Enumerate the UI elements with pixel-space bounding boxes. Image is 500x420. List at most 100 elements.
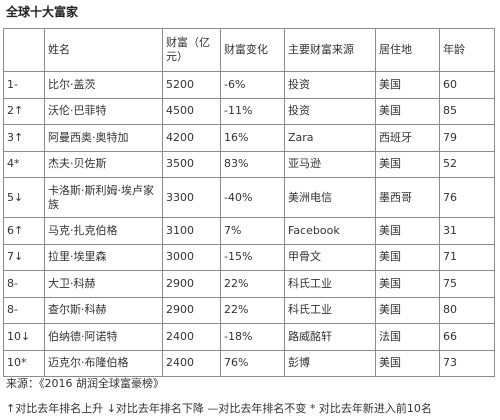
- page-title: 全球十大富家: [6, 5, 79, 19]
- cell-source: 亚马逊: [284, 150, 376, 178]
- cell-age: 80: [439, 296, 495, 324]
- table-header-row: 姓名 财富（亿元） 财富变化 主要财富来源 居住地 年龄: [3, 28, 495, 72]
- cell-change: 22%: [220, 296, 285, 324]
- cell-age: 71: [439, 243, 495, 271]
- header-rank: [3, 28, 45, 72]
- cell-wealth: 3500: [162, 150, 221, 178]
- cell-wealth: 4500: [162, 97, 221, 125]
- cell-residence: 美国: [375, 150, 440, 178]
- table-row: 4* 杰夫·贝佐斯 3500 83% 亚马逊 美国 52: [3, 150, 495, 178]
- cell-age: 75: [439, 270, 495, 298]
- cell-residence: 美国: [375, 349, 440, 377]
- cell-wealth: 3300: [162, 177, 221, 218]
- cell-residence: 西班牙: [375, 124, 440, 152]
- cell-residence: 美国: [375, 243, 440, 271]
- table-row: 10* 迈克尔·布隆伯格 2400 76% 彭博 美国 73: [3, 349, 495, 377]
- cell-wealth: 2900: [162, 296, 221, 324]
- cell-age: 60: [439, 71, 495, 99]
- cell-name: 比尔·盖茨: [44, 71, 163, 99]
- header-wealth: 财富（亿元）: [162, 28, 221, 72]
- cell-residence: 美国: [375, 270, 440, 298]
- cell-residence: 美国: [375, 71, 440, 99]
- cell-age: 73: [439, 349, 495, 377]
- table-row: 3↑ 阿曼西奥·奥特加 4200 16% Zara 西班牙 79: [3, 124, 495, 152]
- source-note: 来源：《2016 胡润全球富豪榜》: [6, 377, 164, 390]
- cell-residence: 美国: [375, 97, 440, 125]
- cell-wealth: 5200: [162, 71, 221, 99]
- cell-name: 伯纳德·阿诺特: [44, 323, 163, 351]
- cell-change: 7%: [220, 217, 285, 245]
- cell-residence: 美国: [375, 217, 440, 245]
- cell-rank: 5↓: [3, 177, 45, 218]
- cell-residence: 美国: [375, 296, 440, 324]
- cell-source: 投资: [284, 97, 376, 125]
- cell-rank: 6↑: [3, 217, 45, 245]
- cell-change: 83%: [220, 150, 285, 178]
- header-name: 姓名: [44, 28, 163, 72]
- cell-rank: 10↓: [3, 323, 45, 351]
- cell-change: -6%: [220, 71, 285, 99]
- table-row: 8- 查尔斯·科赫 2900 22% 科氏工业 美国 80: [3, 296, 495, 324]
- cell-wealth: 2900: [162, 270, 221, 298]
- cell-source: 科氏工业: [284, 296, 376, 324]
- header-age: 年龄: [439, 28, 495, 72]
- cell-residence: 法国: [375, 323, 440, 351]
- cell-name: 迈克尔·布隆伯格: [44, 349, 163, 377]
- cell-source: 投资: [284, 71, 376, 99]
- cell-residence: 墨西哥: [375, 177, 440, 218]
- cell-change: -18%: [220, 323, 285, 351]
- header-residence: 居住地: [375, 28, 440, 72]
- cell-change: 76%: [220, 349, 285, 377]
- cell-name: 沃伦·巴菲特: [44, 97, 163, 125]
- cell-rank: 4*: [3, 150, 45, 178]
- cell-wealth: 3100: [162, 217, 221, 245]
- cell-age: 76: [439, 177, 495, 218]
- cell-age: 79: [439, 124, 495, 152]
- cell-source: Zara: [284, 124, 376, 152]
- cell-name: 大卫·科赫: [44, 270, 163, 298]
- cell-wealth: 2400: [162, 323, 221, 351]
- cell-rank: 8-: [3, 296, 45, 324]
- cell-age: 85: [439, 97, 495, 125]
- cell-source: 美洲电信: [284, 177, 376, 218]
- cell-wealth: 4200: [162, 124, 221, 152]
- table-row: 8- 大卫·科赫 2900 22% 科氏工业 美国 75: [3, 270, 495, 298]
- cell-wealth: 2400: [162, 349, 221, 377]
- table-row: 1- 比尔·盖茨 5200 -6% 投资 美国 60: [3, 71, 495, 99]
- cell-change: -11%: [220, 97, 285, 125]
- cell-source: 甲骨文: [284, 243, 376, 271]
- table-row: 5↓ 卡洛斯·斯利姆·埃卢家族 3300 -40% 美洲电信 墨西哥 76: [3, 177, 495, 218]
- table-row: 7↓ 拉里·埃里森 3000 -15% 甲骨文 美国 71: [3, 243, 495, 271]
- cell-name: 卡洛斯·斯利姆·埃卢家族: [44, 177, 163, 218]
- cell-rank: 2↑: [3, 97, 45, 125]
- cell-name: 阿曼西奥·奥特加: [44, 124, 163, 152]
- header-change: 财富变化: [220, 28, 285, 72]
- cell-change: -15%: [220, 243, 285, 271]
- cell-name: 马克·扎克伯格: [44, 217, 163, 245]
- cell-name: 拉里·埃里森: [44, 243, 163, 271]
- cell-source: 科氏工业: [284, 270, 376, 298]
- table-row: 10↓ 伯纳德·阿诺特 2400 -18% 路威酩轩 法国 66: [3, 323, 495, 351]
- cell-wealth: 3000: [162, 243, 221, 271]
- cell-rank: 10*: [3, 349, 45, 377]
- cell-source: 路威酩轩: [284, 323, 376, 351]
- cell-rank: 8-: [3, 270, 45, 298]
- cell-rank: 3↑: [3, 124, 45, 152]
- cell-source: Facebook: [284, 217, 376, 245]
- rank-change-legend: ↑对比去年排名上升 ↓对比去年排名下降 —对比去年排名不变 * 对比去年新进入前…: [6, 402, 432, 415]
- cell-change: 16%: [220, 124, 285, 152]
- cell-rank: 1-: [3, 71, 45, 99]
- cell-change: 22%: [220, 270, 285, 298]
- table-row: 6↑ 马克·扎克伯格 3100 7% Facebook 美国 31: [3, 217, 495, 245]
- cell-age: 66: [439, 323, 495, 351]
- cell-age: 31: [439, 217, 495, 245]
- cell-name: 查尔斯·科赫: [44, 296, 163, 324]
- header-source: 主要财富来源: [284, 28, 376, 72]
- cell-name: 杰夫·贝佐斯: [44, 150, 163, 178]
- cell-change: -40%: [220, 177, 285, 218]
- cell-age: 52: [439, 150, 495, 178]
- rich-list-table: 姓名 财富（亿元） 财富变化 主要财富来源 居住地 年龄 1- 比尔·盖茨 52…: [3, 28, 495, 377]
- table-row: 2↑ 沃伦·巴菲特 4500 -11% 投资 美国 85: [3, 97, 495, 125]
- cell-source: 彭博: [284, 349, 376, 377]
- cell-rank: 7↓: [3, 243, 45, 271]
